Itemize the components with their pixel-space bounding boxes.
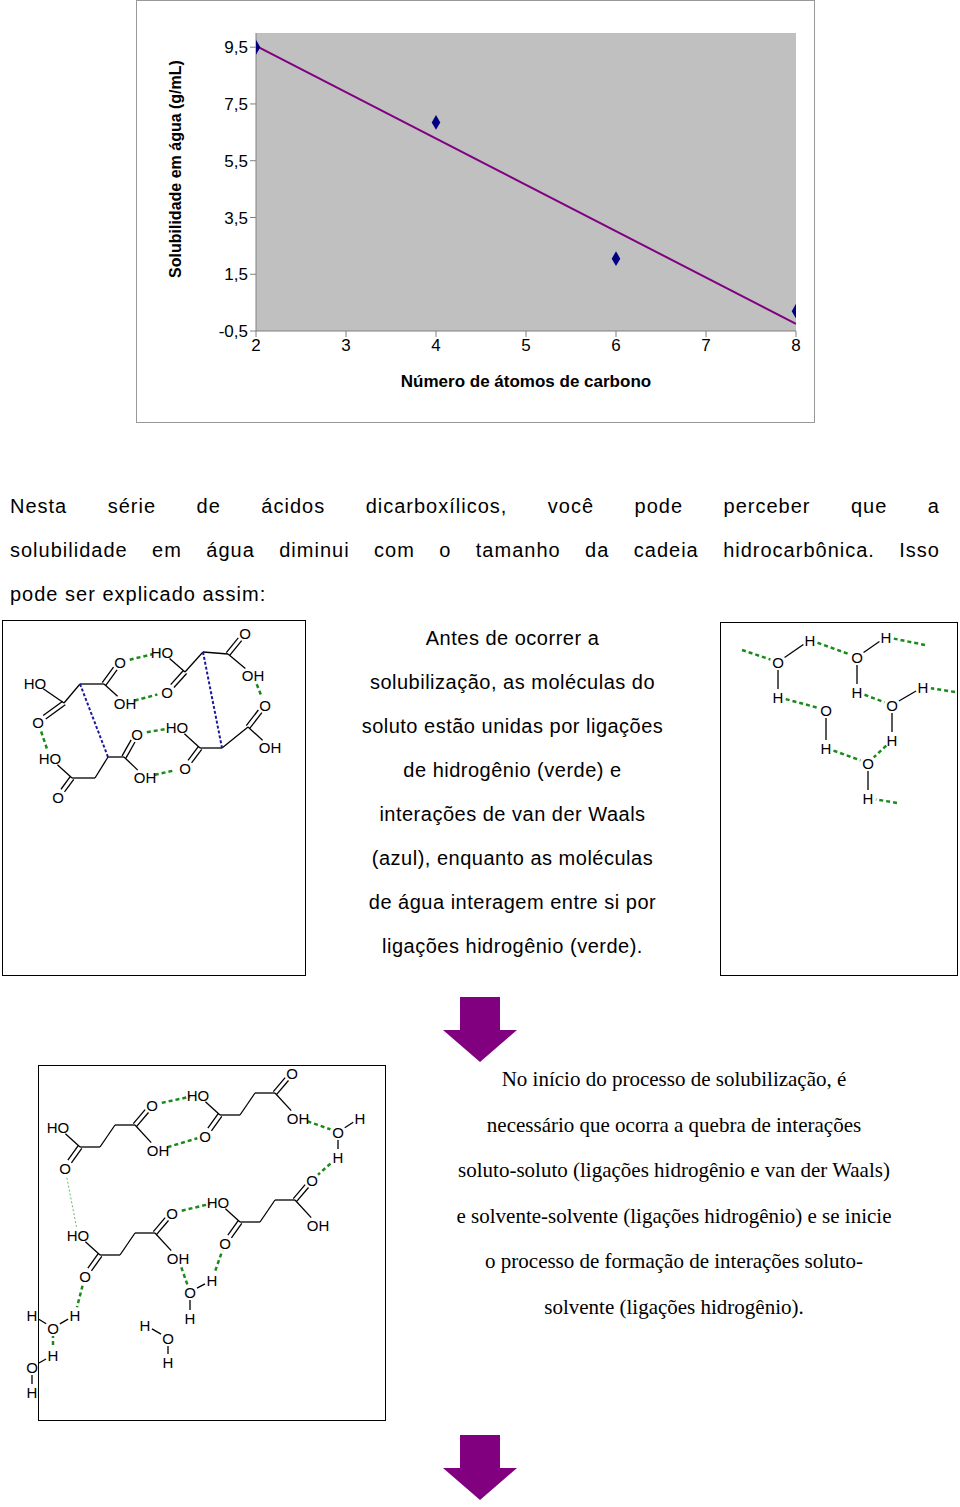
svg-text:HO: HO: [47, 1119, 70, 1136]
svg-text:HO: HO: [166, 719, 189, 736]
html-text:de hidrogênio (verde) e: de hidrogênio (verde) e: [403, 759, 622, 781]
svg-text:H: H: [805, 632, 816, 649]
svg-text:H: H: [27, 1307, 38, 1324]
svg-text:H: H: [70, 1307, 81, 1324]
svg-text:H: H: [185, 1310, 196, 1327]
svg-text:OH: OH: [287, 1110, 310, 1127]
html-text:interações de van der Waals: interações de van der Waals: [379, 803, 646, 825]
svg-text:O: O: [131, 726, 143, 743]
svg-text:O: O: [52, 789, 64, 806]
svg-text:H: H: [48, 1347, 59, 1364]
svg-text:H: H: [163, 1354, 174, 1371]
svg-text:O: O: [59, 1160, 71, 1177]
svg-text:5: 5: [521, 336, 530, 355]
svg-text:O: O: [146, 1097, 158, 1114]
svg-text:H: H: [27, 1384, 38, 1401]
svg-text:OH: OH: [147, 1142, 170, 1159]
svg-text:HO: HO: [39, 750, 62, 767]
html-text:No início do processo de solub: No início do processo de solubilização, …: [501, 1067, 847, 1091]
svg-text:H: H: [863, 790, 874, 807]
svg-text:H: H: [207, 1272, 218, 1289]
html-text:solubilização, as moléculas do: solubilização, as moléculas do: [369, 671, 656, 693]
svg-text:H: H: [852, 684, 863, 701]
svg-text:O: O: [286, 1065, 298, 1082]
svg-text:O: O: [886, 697, 898, 714]
svg-text:H: H: [773, 689, 784, 706]
svg-text:H: H: [355, 1110, 366, 1127]
svg-text:H: H: [918, 679, 929, 696]
svg-text:O: O: [851, 649, 863, 666]
svg-text:O: O: [332, 1124, 344, 1141]
svg-text:7: 7: [701, 336, 710, 355]
svg-text:OH: OH: [307, 1217, 330, 1234]
svg-text:O: O: [772, 654, 784, 671]
svg-text:O: O: [239, 625, 251, 642]
svg-text:1,5: 1,5: [224, 265, 248, 284]
svg-text:O: O: [820, 702, 832, 719]
svg-text:OH: OH: [259, 739, 282, 756]
svg-text:O: O: [114, 654, 126, 671]
svg-text:HO: HO: [67, 1227, 90, 1244]
svg-text:HO: HO: [187, 1087, 210, 1104]
svg-text:H: H: [881, 629, 892, 646]
svg-text:4: 4: [431, 336, 440, 355]
svg-text:O: O: [199, 1128, 211, 1145]
svg-text:O: O: [184, 1284, 196, 1301]
html-text:Antes de ocorrer a: Antes de ocorrer a: [425, 627, 600, 649]
svg-text:6: 6: [611, 336, 620, 355]
svg-text:5,5: 5,5: [224, 152, 248, 171]
svg-text:OH: OH: [167, 1250, 190, 1267]
svg-text:-0,5: -0,5: [219, 322, 248, 341]
svg-text:9,5: 9,5: [224, 38, 248, 57]
html-text:necessário que ocorra a quebra: necessário que ocorra a quebra de intera…: [486, 1112, 862, 1137]
svg-text:HO: HO: [207, 1194, 230, 1211]
html-text:de água interagem entre si por: de água interagem entre si por: [368, 891, 657, 913]
svg-text:HO: HO: [24, 675, 47, 692]
svg-text:H: H: [821, 740, 832, 757]
svg-text:H: H: [887, 732, 898, 749]
html-text:solubilidade em água diminui c: solubilidade em água diminui com o taman…: [10, 539, 940, 561]
svg-text:3: 3: [341, 336, 350, 355]
html-text:pode ser explicado assim:: pode ser explicado assim:: [10, 583, 267, 605]
svg-text:HO: HO: [151, 644, 174, 661]
html-text:soluto estão unidas por ligaçõ: soluto estão unidas por ligações: [361, 715, 664, 737]
html-text:Solubilidade em água (g/mL): Solubilidade em água (g/mL): [167, 60, 184, 278]
svg-text:3,5: 3,5: [224, 209, 248, 228]
html-text:(azul), enquanto as moléculas: (azul), enquanto as moléculas: [371, 847, 654, 869]
svg-text:OH: OH: [134, 769, 157, 786]
svg-text:7,5: 7,5: [224, 95, 248, 114]
html-text:Número de átomos de carbono: Número de átomos de carbono: [400, 372, 652, 391]
html-text:Nesta série de ácidos dicarbox: Nesta série de ácidos dicarboxílicos, vo…: [10, 495, 940, 517]
svg-text:O: O: [162, 1330, 174, 1347]
svg-text:H: H: [333, 1149, 344, 1166]
svg-text:O: O: [259, 697, 271, 714]
svg-text:O: O: [26, 1359, 38, 1376]
html-text:soluto-soluto (ligações hidrog: soluto-soluto (ligações hidrogênio e van…: [458, 1158, 890, 1183]
svg-text:OH: OH: [242, 667, 265, 684]
svg-text:O: O: [161, 684, 173, 701]
html-text:o processo de formação de inte: o processo de formação de interações sol…: [485, 1249, 863, 1274]
svg-text:O: O: [47, 1320, 59, 1337]
html-text:e solvente-solvente (ligações: e solvente-solvente (ligações hidrogênio…: [456, 1203, 892, 1228]
html-text:solvente (ligações hidrogênio): solvente (ligações hidrogênio).: [544, 1295, 804, 1319]
svg-text:O: O: [179, 760, 191, 777]
svg-text:O: O: [219, 1235, 231, 1252]
svg-text:O: O: [79, 1268, 91, 1285]
svg-text:O: O: [32, 714, 44, 731]
svg-text:O: O: [306, 1172, 318, 1189]
html-text:ligações hidrogênio (verde).: ligações hidrogênio (verde).: [382, 935, 643, 957]
svg-text:2: 2: [251, 336, 260, 355]
svg-text:8: 8: [791, 336, 800, 355]
svg-text:H: H: [140, 1317, 151, 1334]
svg-text:O: O: [862, 755, 874, 772]
svg-text:OH: OH: [114, 695, 137, 712]
svg-text:O: O: [166, 1205, 178, 1222]
